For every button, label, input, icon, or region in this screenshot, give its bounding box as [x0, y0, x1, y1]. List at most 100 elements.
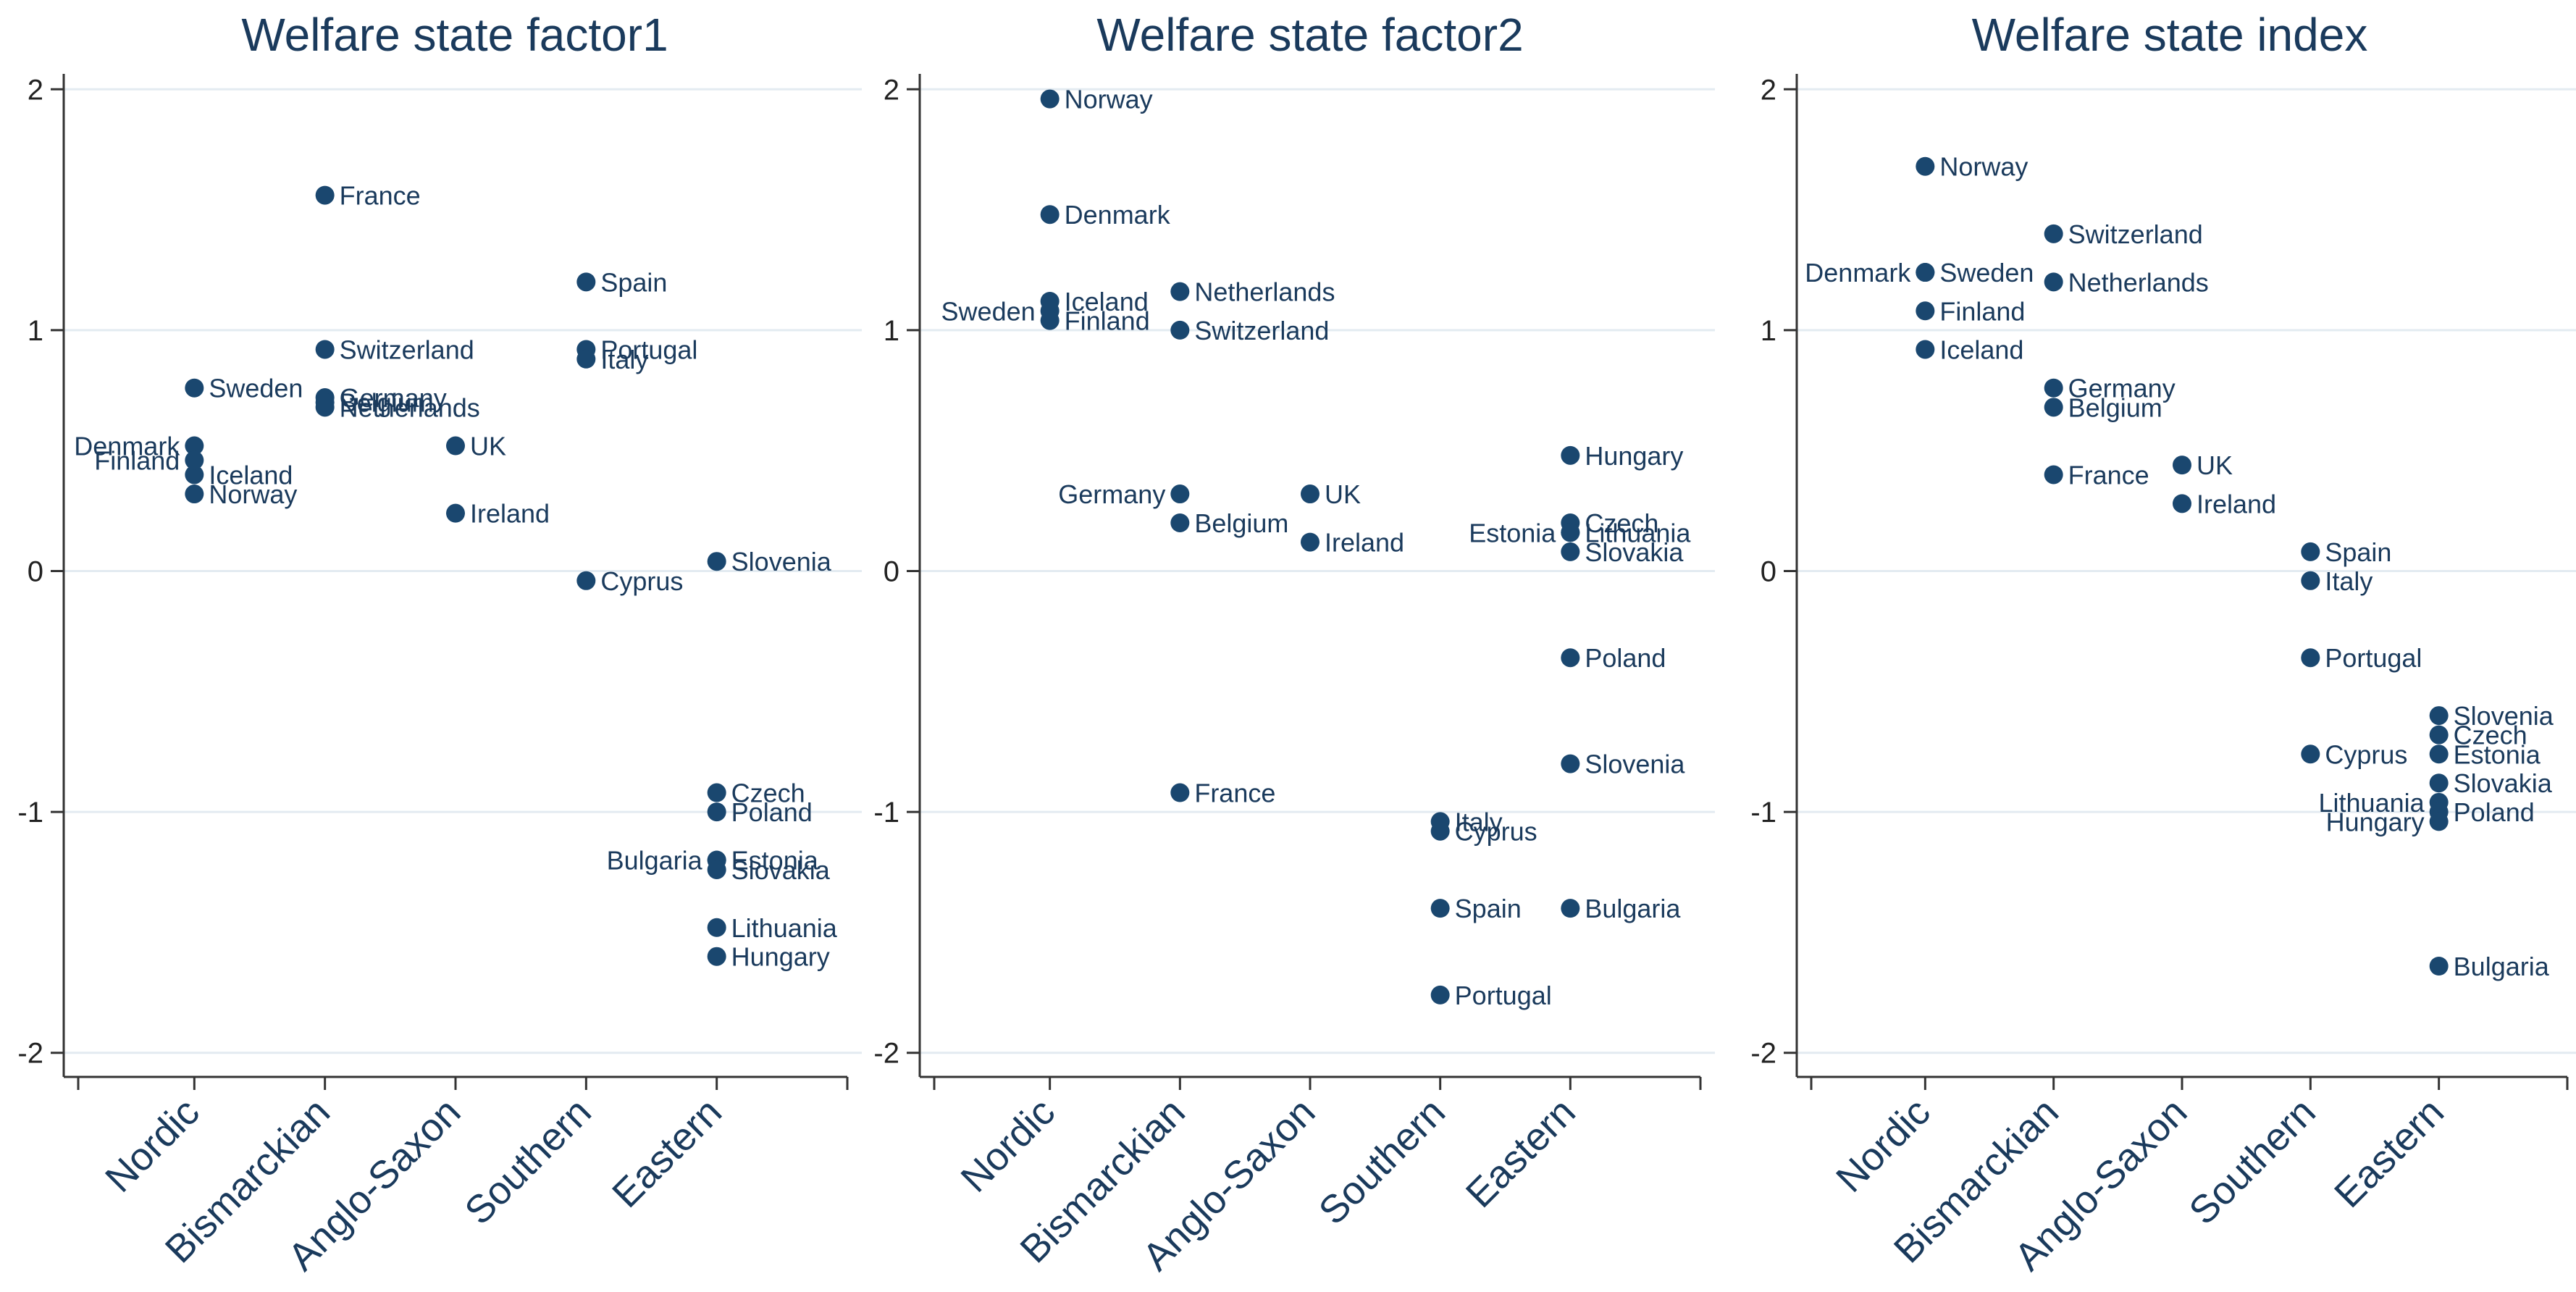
point-label: Germany: [2068, 374, 2176, 403]
data-point: [707, 860, 726, 879]
data-point: [1430, 899, 1450, 918]
y-tick-label: 2: [884, 74, 899, 106]
point-label: Ireland: [1325, 528, 1404, 558]
data-point: [1916, 340, 1935, 359]
y-tick-label: 2: [28, 74, 43, 106]
data-point: [576, 272, 596, 292]
point-label: Czech: [1585, 508, 1658, 538]
point-label: Lithuania: [1585, 518, 1691, 548]
point-label: France: [340, 181, 421, 211]
data-point: [185, 484, 204, 504]
x-category-label: Southern: [2181, 1090, 2323, 1233]
point-label: Portugal: [1455, 981, 1552, 1010]
point-label: Sweden: [941, 296, 1036, 326]
point-label: France: [1194, 779, 1275, 808]
data-point: [1916, 263, 1935, 282]
data-point: [446, 503, 465, 523]
point-label: Slovenia: [1585, 750, 1685, 779]
data-point: [2044, 465, 2063, 484]
data-point: [2044, 398, 2063, 417]
point-label: Iceland: [1065, 287, 1149, 316]
point-label: Sweden: [1939, 258, 2034, 288]
y-tick-label: 0: [1761, 556, 1776, 588]
data-point: [576, 571, 596, 590]
point-label: Cyprus: [600, 566, 683, 596]
data-point: [1170, 513, 1190, 532]
point-label: Denmark: [1065, 200, 1171, 230]
data-point: [1561, 542, 1580, 561]
data-point: [2301, 542, 2320, 561]
data-point: [2044, 378, 2063, 398]
data-point: [185, 436, 204, 456]
point-label: Netherlands: [1194, 277, 1335, 307]
y-tick-label: -1: [1750, 797, 1776, 829]
point-label: Slovakia: [731, 855, 831, 885]
point-label: Slovakia: [1585, 537, 1684, 567]
data-point: [707, 802, 726, 822]
data-point: [1301, 532, 1320, 552]
data-point: [2301, 648, 2320, 668]
point-label: Germany: [340, 383, 447, 413]
point-label: Estonia: [731, 846, 819, 876]
panel-3: Welfare state index-2-1012NordicBismarck…: [1750, 9, 2576, 1279]
data-point: [1040, 311, 1060, 330]
data-point: [185, 465, 204, 484]
x-category-label: Nordic: [952, 1090, 1063, 1201]
point-label: Belgium: [2068, 393, 2162, 422]
data-point: [2429, 812, 2449, 831]
y-tick-label: -2: [1750, 1038, 1776, 1070]
data-point: [1040, 205, 1060, 225]
point-label: Lithuania: [731, 913, 838, 943]
panel-1: Welfare state factor1-2-1012NordicBismar…: [17, 9, 862, 1279]
point-label: France: [2068, 460, 2149, 490]
data-point: [1561, 523, 1580, 542]
point-label: UK: [470, 432, 506, 461]
data-point: [2429, 725, 2449, 744]
data-point: [185, 378, 204, 398]
x-category-label: Eastern: [1458, 1090, 1584, 1216]
data-point: [576, 349, 596, 369]
point-label: Czech: [2454, 721, 2527, 750]
point-label: Finland: [1065, 306, 1150, 336]
y-tick-label: -1: [17, 797, 43, 829]
point-label: Slovakia: [2454, 768, 2553, 798]
point-label: Cyprus: [1455, 817, 1537, 847]
point-label: Norway: [1939, 152, 2028, 182]
point-label: Portugal: [600, 335, 697, 364]
data-point: [2301, 744, 2320, 764]
data-point: [1561, 648, 1580, 668]
point-label: Finland: [94, 445, 180, 475]
data-point: [2173, 456, 2191, 475]
data-point: [2301, 571, 2320, 590]
point-label: Netherlands: [340, 393, 480, 422]
point-label: Bulgaria: [1585, 894, 1681, 923]
x-category-label: Southern: [456, 1090, 599, 1233]
point-label: UK: [2197, 450, 2233, 480]
x-category-label: Nordic: [97, 1090, 208, 1201]
y-tick-label: 1: [1761, 315, 1776, 347]
y-tick-label: -2: [873, 1038, 899, 1070]
data-point: [315, 340, 335, 359]
point-label: Cyprus: [2325, 739, 2407, 769]
data-point: [2429, 956, 2449, 976]
y-tick-label: 2: [1761, 74, 1776, 106]
data-point: [1170, 320, 1190, 340]
point-label: Sweden: [209, 374, 303, 403]
point-label: Estonia: [2454, 739, 2541, 769]
point-label: Spain: [2325, 537, 2391, 567]
chart-title: Welfare state factor2: [1096, 9, 1523, 61]
point-label: Lithuania: [2319, 788, 2425, 818]
point-label: Netherlands: [2068, 267, 2209, 297]
point-label: Spain: [1455, 894, 1522, 923]
x-category-label: Eastern: [604, 1090, 730, 1216]
x-category-label: Eastern: [2326, 1090, 2452, 1216]
point-label: Denmark: [1805, 258, 1911, 288]
x-category-label: Nordic: [1828, 1090, 1939, 1201]
data-point: [707, 947, 726, 966]
data-point: [1561, 445, 1580, 465]
data-point: [707, 552, 726, 571]
data-point: [1916, 156, 1935, 176]
y-tick-label: 0: [28, 556, 43, 588]
y-tick-label: -2: [17, 1038, 43, 1070]
point-label: Poland: [2454, 797, 2535, 827]
